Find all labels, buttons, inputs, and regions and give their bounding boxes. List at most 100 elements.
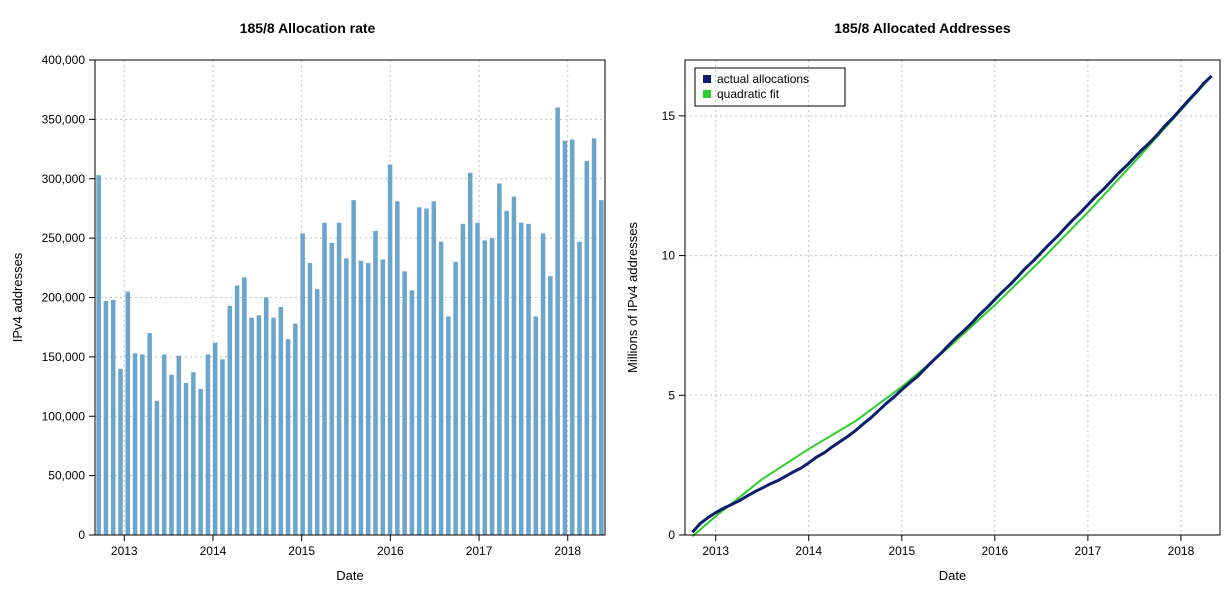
y-tick-label: 250,000: [42, 231, 86, 245]
allocation-bar: [249, 318, 254, 535]
allocation-bar: [424, 208, 429, 535]
allocation-bar: [351, 200, 356, 535]
allocation-bar: [577, 242, 582, 535]
allocation-bar: [585, 161, 590, 535]
allocation-bar: [315, 289, 320, 535]
allocation-bar: [534, 317, 539, 536]
legend-swatch-fit: [703, 90, 711, 98]
x-tick-label: 2014: [795, 544, 822, 558]
allocation-bar: [402, 271, 407, 535]
allocation-bar: [140, 355, 145, 536]
allocation-bar: [111, 300, 116, 535]
allocation-bar: [526, 224, 531, 535]
legend-label-actual: actual allocations: [717, 72, 809, 86]
y-axis-label: IPv4 addresses: [10, 252, 25, 342]
allocation-bar: [271, 318, 276, 535]
allocation-bar: [388, 165, 393, 536]
allocation-bar: [490, 238, 495, 535]
y-tick-label: 0: [668, 528, 675, 542]
allocation-bar: [257, 315, 262, 535]
allocation-bar: [555, 108, 560, 536]
allocation-bar: [228, 306, 233, 535]
y-tick-label: 10: [662, 249, 676, 263]
allocation-bar: [162, 355, 167, 536]
allocated-addresses-panel: 185/8 Allocated Addresses 05101520132014…: [615, 0, 1230, 600]
allocation-bar: [330, 243, 335, 535]
allocation-bar: [599, 200, 604, 535]
allocation-bar: [395, 201, 400, 535]
allocation-bar: [300, 233, 305, 535]
allocation-bar: [308, 263, 313, 535]
allocation-rate-panel: 185/8 Allocation rate 050,000100,000150,…: [0, 0, 615, 600]
y-tick-label: 0: [78, 528, 85, 542]
allocation-bar: [264, 298, 269, 536]
y-tick-label: 150,000: [42, 350, 86, 364]
allocation-bar: [118, 369, 123, 535]
allocation-rate-chart: 050,000100,000150,000200,000250,000300,0…: [0, 0, 615, 600]
allocation-bar: [439, 242, 444, 535]
x-tick-label: 2013: [702, 544, 729, 558]
allocation-bar: [220, 359, 225, 535]
allocation-bar: [279, 307, 284, 535]
y-axis-label: Millions of IPv4 addresses: [625, 221, 640, 373]
allocation-bar: [184, 383, 189, 535]
x-tick-label: 2015: [288, 544, 315, 558]
allocation-bar: [417, 207, 422, 535]
x-tick-label: 2017: [1075, 544, 1102, 558]
x-tick-label: 2018: [554, 544, 581, 558]
allocation-bar: [235, 286, 240, 535]
allocation-bar: [410, 290, 415, 535]
x-tick-label: 2017: [466, 544, 493, 558]
allocation-bar: [155, 401, 160, 535]
allocation-bar: [453, 262, 458, 535]
allocation-bar: [293, 324, 298, 535]
x-tick-label: 2014: [200, 544, 227, 558]
allocation-bar: [206, 355, 211, 536]
y-tick-label: 15: [662, 109, 676, 123]
allocation-bar: [548, 276, 553, 535]
x-tick-label: 2015: [888, 544, 915, 558]
allocation-bar: [497, 184, 502, 536]
allocation-bar: [541, 233, 546, 535]
allocation-bar: [563, 141, 568, 535]
allocation-bar: [126, 292, 131, 535]
quadratic-fit-line: [692, 76, 1211, 536]
y-tick-label: 400,000: [42, 53, 86, 67]
allocation-bar: [461, 224, 466, 535]
y-tick-label: 350,000: [42, 112, 86, 126]
allocation-bar: [381, 260, 386, 536]
x-axis-label: Date: [336, 568, 363, 583]
plot-area: [685, 60, 1220, 535]
allocation-bar: [366, 263, 371, 535]
allocation-bar: [242, 277, 247, 535]
allocation-bar: [133, 353, 138, 535]
allocation-bar: [213, 343, 218, 535]
allocation-bar: [504, 211, 509, 535]
x-axis-label: Date: [939, 568, 966, 583]
legend-swatch-actual: [703, 75, 711, 83]
allocation-bar: [344, 258, 349, 535]
y-tick-label: 200,000: [42, 291, 86, 305]
allocation-bar: [468, 173, 473, 535]
y-tick-label: 100,000: [42, 409, 86, 423]
allocation-bar: [198, 389, 203, 535]
actual-allocations-line: [692, 76, 1211, 532]
allocation-bar: [592, 138, 597, 535]
allocation-bar: [286, 339, 291, 535]
allocation-bar: [373, 231, 378, 535]
y-tick-label: 5: [668, 388, 675, 402]
allocation-bar: [104, 301, 109, 535]
allocation-bar: [177, 356, 182, 535]
y-tick-label: 50,000: [48, 469, 85, 483]
allocated-addresses-chart: 051015201320142015201620172018DateMillio…: [615, 0, 1230, 600]
allocation-bar: [322, 223, 327, 535]
allocation-bar: [446, 317, 451, 536]
x-tick-label: 2018: [1168, 544, 1195, 558]
allocation-bar: [147, 333, 152, 535]
legend-label-fit: quadratic fit: [717, 87, 780, 101]
allocation-bar: [359, 261, 364, 535]
allocation-bar: [169, 375, 174, 535]
allocation-bar: [475, 223, 480, 535]
x-tick-label: 2016: [377, 544, 404, 558]
allocation-bar: [337, 223, 342, 535]
